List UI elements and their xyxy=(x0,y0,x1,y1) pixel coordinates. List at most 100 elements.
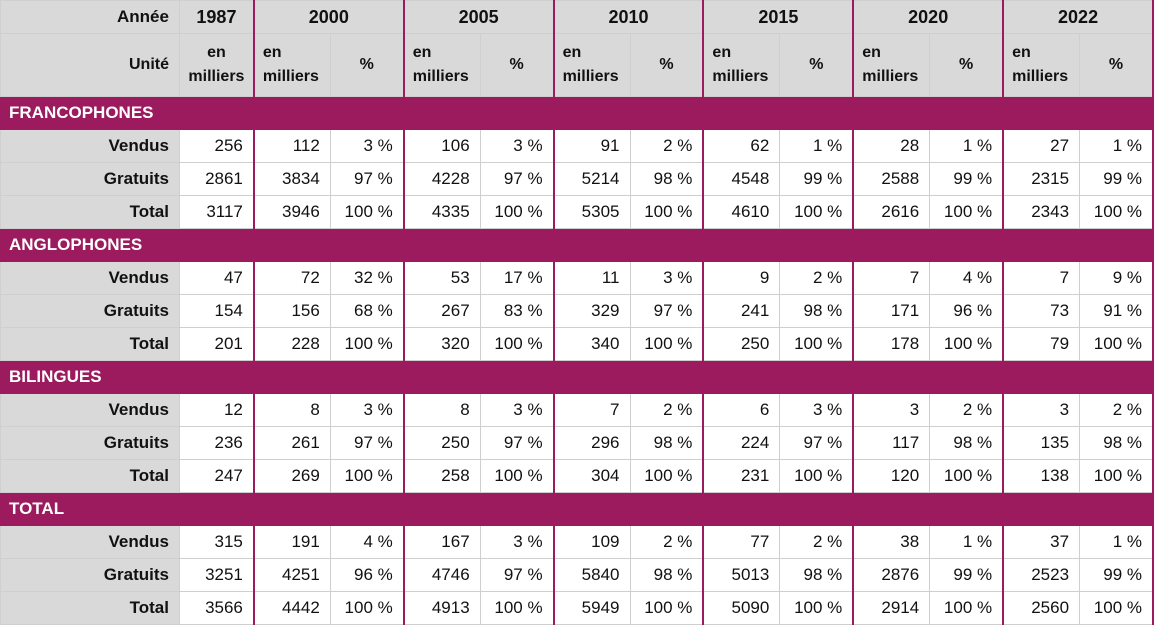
value-thousands: 4228 xyxy=(402,162,481,196)
row-label: Gratuits xyxy=(0,558,180,592)
value-percent: 2 % xyxy=(1079,393,1154,427)
unit-percent: % xyxy=(329,33,405,97)
value-percent: 96 % xyxy=(329,558,405,592)
value-percent: 32 % xyxy=(329,261,405,295)
row-label: Vendus xyxy=(0,129,180,163)
value-thousands: 3117 xyxy=(178,195,255,229)
value-percent: 99 % xyxy=(779,162,854,196)
value-thousands: 4610 xyxy=(702,195,781,229)
value-percent: 97 % xyxy=(479,558,555,592)
value-thousands: 8 xyxy=(402,393,481,427)
value-percent: 91 % xyxy=(1079,294,1154,328)
value-thousands: 4251 xyxy=(252,558,331,592)
value-thousands: 117 xyxy=(852,426,931,460)
unit-percent: % xyxy=(929,33,1004,97)
unit-line-en: en xyxy=(712,44,732,61)
section-header-row: FRANCOPHONES xyxy=(0,96,1154,130)
value-percent: 9 % xyxy=(1079,261,1154,295)
unit-header-row: Unité en milliers en milliers% en milliers% en… xyxy=(0,33,1154,97)
table-row: Gratuits 154 156 68 % 267 83 % 329 97 % 241 98 % 1… xyxy=(0,294,1154,328)
value-percent: 98 % xyxy=(779,294,854,328)
value-thousands: 27 xyxy=(1002,129,1081,163)
value-thousands: 53 xyxy=(402,261,481,295)
table-body: FRANCOPHONES Vendus 256 112 3 % 106 3 % 91 2 % 62… xyxy=(0,96,1154,625)
unit-line-milliers: milliers xyxy=(1012,68,1069,85)
unit-line-en: en xyxy=(207,44,226,61)
value-percent: 97 % xyxy=(629,294,704,328)
unit-line-milliers: milliers xyxy=(712,68,769,85)
row-label: Total xyxy=(0,195,180,229)
value-thousands: 201 xyxy=(178,327,255,361)
value-percent: 96 % xyxy=(929,294,1004,328)
value-thousands: 2315 xyxy=(1002,162,1081,196)
unit-percent: % xyxy=(779,33,854,97)
table-row: Vendus 47 72 32 % 53 17 % 11 3 % 9 2 % 7 4 % 7 9 % xyxy=(0,261,1154,295)
unit-line-en: en xyxy=(862,44,881,61)
value-thousands: 241 xyxy=(702,294,781,328)
value-thousands: 315 xyxy=(178,525,255,559)
value-thousands: 11 xyxy=(552,261,631,295)
value-thousands: 231 xyxy=(702,459,781,493)
value-thousands: 3566 xyxy=(178,591,255,625)
value-percent: 100 % xyxy=(929,591,1004,625)
value-percent: 97 % xyxy=(479,426,555,460)
value-thousands: 329 xyxy=(552,294,631,328)
value-percent: 98 % xyxy=(629,558,704,592)
unit-line-milliers: milliers xyxy=(562,68,619,85)
value-thousands: 261 xyxy=(252,426,331,460)
value-percent: 99 % xyxy=(1079,558,1154,592)
unit-line-milliers: milliers xyxy=(262,68,319,85)
value-percent: 3 % xyxy=(479,525,555,559)
value-percent: 99 % xyxy=(1079,162,1154,196)
value-thousands: 2588 xyxy=(852,162,931,196)
unit-line-en: en xyxy=(562,44,582,61)
value-thousands: 8 xyxy=(252,393,331,427)
value-percent: 98 % xyxy=(1079,426,1154,460)
value-percent: 1 % xyxy=(1079,129,1154,163)
value-percent: 98 % xyxy=(929,426,1004,460)
value-percent: 99 % xyxy=(929,162,1004,196)
year-2000: 2000 xyxy=(252,0,405,34)
value-thousands: 79 xyxy=(1002,327,1081,361)
value-percent: 100 % xyxy=(1079,195,1154,229)
value-thousands: 2616 xyxy=(852,195,931,229)
section-header-row: TOTAL xyxy=(0,492,1154,526)
value-percent: 100 % xyxy=(629,591,704,625)
unit-thousands: en milliers xyxy=(1002,33,1081,97)
table-row: Vendus 12 8 3 % 8 3 % 7 2 % 6 3 % 3 2 % 3 2 % xyxy=(0,393,1154,427)
value-percent: 98 % xyxy=(779,558,854,592)
unit-thousands: en milliers xyxy=(552,33,631,97)
value-thousands: 224 xyxy=(702,426,781,460)
value-thousands: 236 xyxy=(178,426,255,460)
value-thousands: 2523 xyxy=(1002,558,1081,592)
value-percent: 100 % xyxy=(479,459,555,493)
value-thousands: 6 xyxy=(702,393,781,427)
value-thousands: 77 xyxy=(702,525,781,559)
value-thousands: 4442 xyxy=(252,591,331,625)
value-percent: 4 % xyxy=(929,261,1004,295)
value-percent: 100 % xyxy=(1079,591,1154,625)
value-thousands: 73 xyxy=(1002,294,1081,328)
value-thousands: 3946 xyxy=(252,195,331,229)
value-percent: 100 % xyxy=(1079,327,1154,361)
value-thousands: 5840 xyxy=(552,558,631,592)
row-label: Gratuits xyxy=(0,162,180,196)
value-percent: 2 % xyxy=(779,525,854,559)
value-percent: 1 % xyxy=(929,525,1004,559)
value-percent: 3 % xyxy=(479,129,555,163)
value-thousands: 2876 xyxy=(852,558,931,592)
row-label: Vendus xyxy=(0,525,180,559)
section-title: ANGLOPHONES xyxy=(0,228,1154,262)
row-label: Vendus xyxy=(0,393,180,427)
value-percent: 100 % xyxy=(329,195,405,229)
value-thousands: 3 xyxy=(1002,393,1081,427)
value-thousands: 4548 xyxy=(702,162,781,196)
value-thousands: 247 xyxy=(178,459,255,493)
unit-thousands: en milliers xyxy=(852,33,931,97)
value-percent: 97 % xyxy=(479,162,555,196)
year-2020: 2020 xyxy=(852,0,1004,34)
value-thousands: 28 xyxy=(852,129,931,163)
value-percent: 2 % xyxy=(929,393,1004,427)
row-label: Total xyxy=(0,327,180,361)
value-thousands: 2560 xyxy=(1002,591,1081,625)
